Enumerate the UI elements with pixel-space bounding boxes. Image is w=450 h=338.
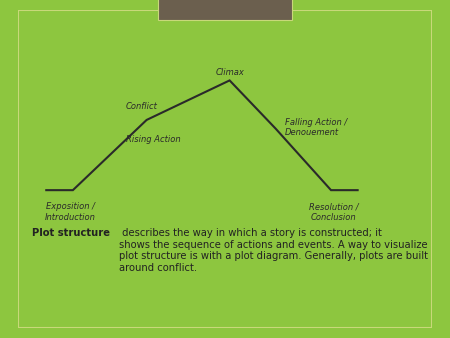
Text: describes the way in which a story is constructed; it
shows the sequence of acti: describes the way in which a story is co… [119, 228, 428, 273]
Text: Climax: Climax [215, 68, 244, 77]
Text: Resolution /
Conclusion: Resolution / Conclusion [309, 202, 358, 222]
Text: Exposition /
Introduction: Exposition / Introduction [45, 202, 96, 222]
Text: Falling Action /
Denouement: Falling Action / Denouement [285, 118, 347, 137]
Text: Plot structure: Plot structure [32, 228, 109, 238]
Text: Rising Action: Rising Action [126, 135, 181, 144]
Text: Literature Terms and Concepts: Literature Terms and Concepts [43, 32, 363, 52]
Text: Conflict: Conflict [126, 102, 158, 111]
